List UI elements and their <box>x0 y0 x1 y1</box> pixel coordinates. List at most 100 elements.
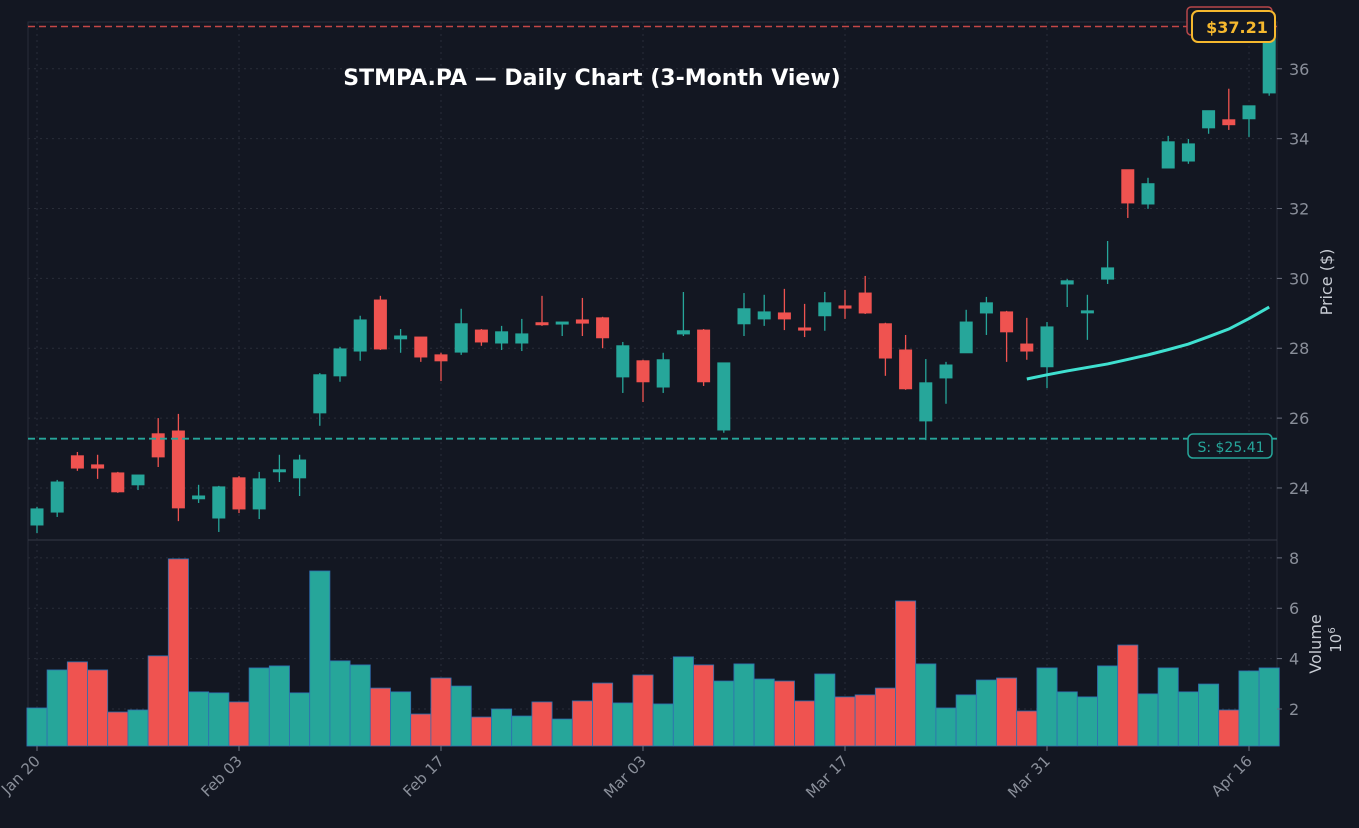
price-tick-label: 34 <box>1289 130 1309 149</box>
volume-bar <box>874 687 896 747</box>
price-tick-label: 24 <box>1289 479 1309 498</box>
volume-bar <box>167 558 189 747</box>
volume-bar <box>511 715 533 747</box>
volume-bar <box>955 694 977 747</box>
volume-tick-label: 8 <box>1289 549 1299 568</box>
candle-body <box>818 302 832 317</box>
volume-bar <box>26 707 48 747</box>
volume-bar <box>935 707 957 747</box>
candle-body <box>70 455 84 469</box>
svg-text:$37.21: $37.21 <box>1206 18 1268 37</box>
candle-body <box>636 360 650 383</box>
volume-bar <box>996 677 1018 747</box>
candle-body <box>313 374 327 414</box>
candle-body <box>434 354 448 362</box>
volume-bars <box>26 558 1280 747</box>
price-tick-label: 30 <box>1289 269 1309 288</box>
candle-body <box>777 312 791 320</box>
date-tick-label: Mar 17 <box>802 752 852 802</box>
volume-bar <box>208 692 230 747</box>
volume-bar <box>1137 693 1159 747</box>
volume-bar <box>571 700 593 747</box>
candle-body <box>293 459 307 479</box>
candle-body <box>1242 105 1256 120</box>
candle-body <box>1040 326 1054 368</box>
candle-body <box>535 322 549 326</box>
support-label-badge: S: $25.41 <box>1187 433 1273 459</box>
candle-body <box>616 345 630 378</box>
candle-body <box>131 474 145 486</box>
candle-body <box>394 335 408 340</box>
volume-bar <box>147 655 169 747</box>
plot-frame <box>27 21 1278 747</box>
volume-bar <box>410 713 432 747</box>
volume-bar <box>632 674 654 747</box>
volume-bar <box>531 701 553 747</box>
candle-body <box>798 327 812 331</box>
volume-bar <box>46 669 68 747</box>
candle-body <box>50 481 64 513</box>
candle-body <box>676 330 690 335</box>
candle-body <box>899 349 913 390</box>
volume-bar <box>753 678 775 747</box>
candle-body <box>353 319 367 352</box>
volume-bar <box>551 718 573 747</box>
volume-tick-label: 2 <box>1289 700 1299 719</box>
volume-bar <box>1056 691 1078 747</box>
price-tick-label: 28 <box>1289 339 1309 358</box>
candle-body <box>111 472 125 493</box>
volume-bar <box>975 679 997 747</box>
volume-bar <box>1097 665 1119 747</box>
volume-unit-label: 106 <box>1327 627 1345 652</box>
volume-bar <box>1076 696 1098 747</box>
candle-body <box>959 321 973 354</box>
volume-bar <box>854 694 876 747</box>
volume-bar <box>66 661 88 747</box>
volume-tick-label: 4 <box>1289 650 1299 669</box>
candle-body <box>555 321 569 325</box>
candle-body <box>91 464 105 469</box>
candle-body <box>212 486 226 519</box>
candle-body <box>1121 169 1135 204</box>
candles <box>30 26 1276 534</box>
volume-bar <box>834 696 856 747</box>
candle-body <box>151 433 165 458</box>
date-tick-label: Mar 31 <box>1004 752 1054 802</box>
volume-tick-label: 6 <box>1289 599 1299 618</box>
volume-bar <box>390 691 412 747</box>
candle-body <box>575 319 589 324</box>
volume-bar <box>289 692 311 747</box>
candle-body <box>414 336 428 358</box>
candle-body <box>1060 280 1074 285</box>
volume-bar <box>733 663 755 747</box>
volume-bar <box>814 673 836 747</box>
volume-bar <box>1198 683 1220 747</box>
volume-bar <box>228 701 250 747</box>
candle-body <box>373 299 387 350</box>
volume-bar <box>773 680 795 747</box>
candle-body <box>1020 343 1034 352</box>
price-tick-label: 32 <box>1289 200 1309 219</box>
volume-bar <box>652 703 674 747</box>
volume-bar <box>592 682 614 747</box>
candle-body <box>1181 143 1195 162</box>
date-tick-label: Apr 16 <box>1208 752 1256 800</box>
volume-bar <box>188 691 210 747</box>
candle-body <box>697 329 711 383</box>
candle-body <box>717 362 731 431</box>
date-tick-label: Feb 03 <box>197 752 245 800</box>
candle-body <box>878 323 892 359</box>
candle-body <box>192 495 206 500</box>
volume-bar <box>87 669 109 747</box>
volume-bar <box>713 680 735 747</box>
volume-bar <box>1016 710 1038 747</box>
candle-body <box>333 348 347 377</box>
candle-body <box>1000 311 1014 333</box>
volume-bar <box>470 716 492 747</box>
candle-body <box>656 359 670 388</box>
volume-bar <box>794 700 816 747</box>
candle-body <box>272 469 286 473</box>
grid <box>27 21 1278 747</box>
volume-bar <box>612 702 634 747</box>
